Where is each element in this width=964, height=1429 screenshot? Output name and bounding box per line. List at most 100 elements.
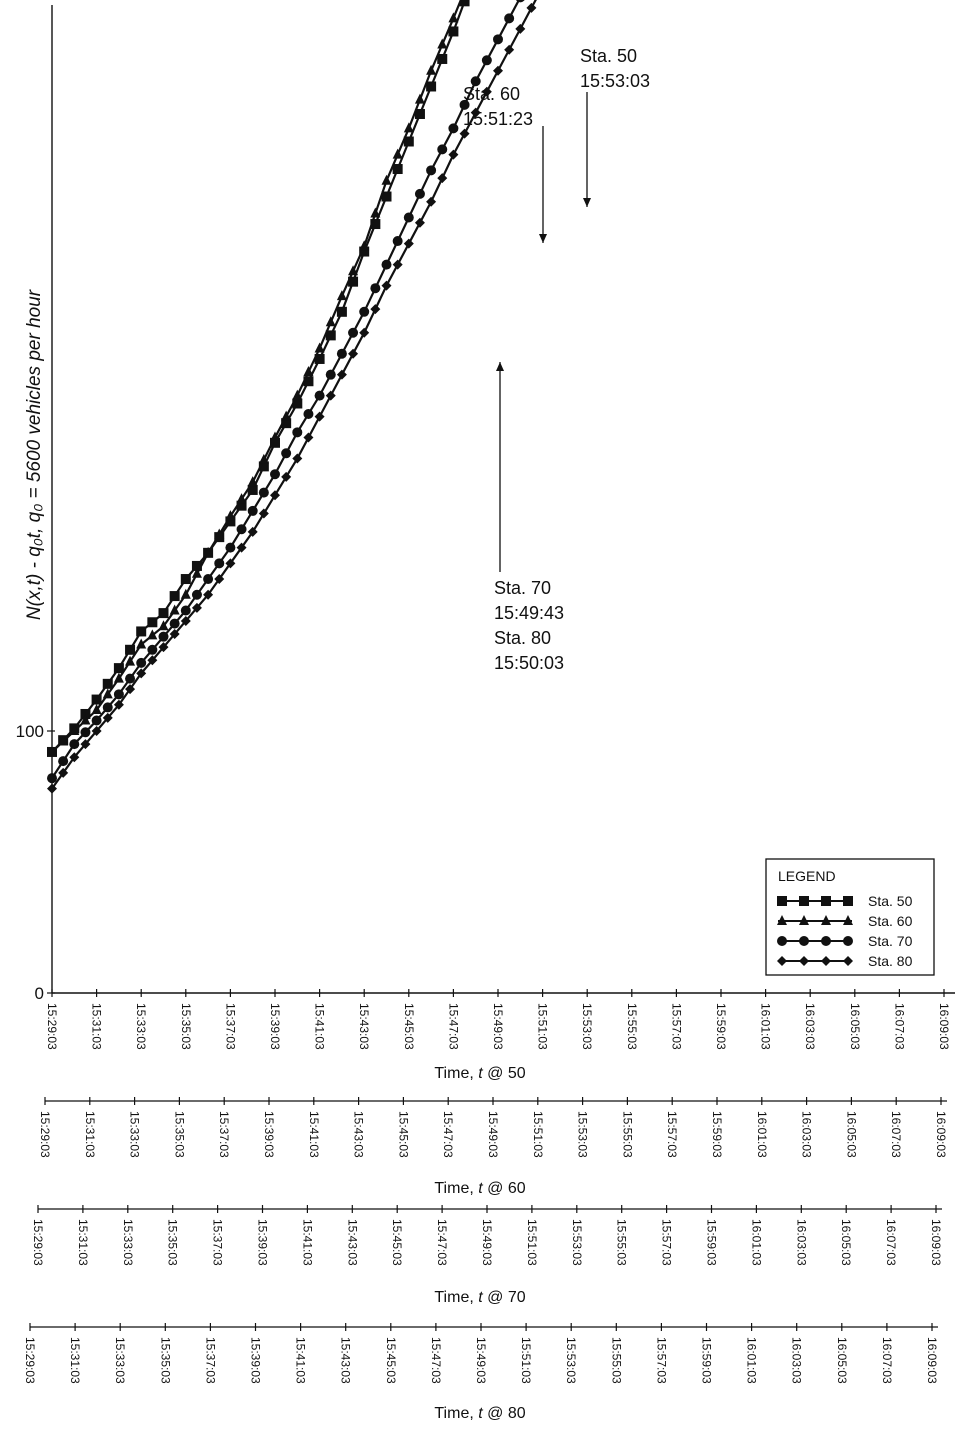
data-point-diamond: [403, 238, 414, 249]
data-point-square: [843, 896, 853, 906]
data-point-diamond: [292, 453, 303, 464]
axis-title-prefix: Time,: [434, 1065, 478, 1082]
data-point-square: [113, 663, 124, 674]
annotation-text: Sta. 50: [580, 46, 637, 66]
data-point-circle: [80, 727, 91, 738]
y-tick-label: 100: [16, 722, 44, 741]
time-axis-title: Time, t @ 60: [434, 1180, 525, 1197]
time-tick-label: 16:09:03: [937, 1003, 951, 1050]
time-tick-label: 15:41:03: [300, 1219, 314, 1266]
time-tick-label: 15:51:03: [519, 1337, 533, 1384]
time-axis-title: Time, t @ 70: [434, 1289, 525, 1306]
data-point-circle: [799, 936, 809, 946]
data-point-diamond: [102, 712, 113, 723]
data-point-circle: [147, 644, 158, 655]
data-point-square: [292, 398, 303, 409]
data-point-square: [125, 644, 136, 655]
time-axis-0: 15:29:03 15:31:03 15:33:03 15:35:03 15:37:03…: [45, 989, 951, 1082]
time-tick-label: 16:01:03: [755, 1111, 769, 1158]
time-tick-label: 15:33:03: [134, 1003, 148, 1050]
axis-title-suffix: @ 70: [483, 1289, 526, 1306]
time-axis-title: Time, t @ 50: [434, 1065, 525, 1082]
data-point-triangle: [214, 528, 225, 539]
data-point-diamond: [843, 956, 853, 966]
data-point-square: [777, 896, 787, 906]
time-axis-title: Time, t @ 80: [434, 1405, 525, 1422]
data-point-diamond: [169, 629, 180, 640]
time-axis-2: 15:29:03 15:31:03 15:33:03 15:35:03 15:37:03…: [31, 1205, 943, 1306]
data-point-square: [281, 418, 292, 429]
data-point-circle: [136, 657, 147, 668]
data-point-circle: [236, 524, 247, 535]
data-point-circle: [169, 618, 180, 629]
data-point-circle: [493, 34, 503, 45]
data-point-triangle: [414, 93, 425, 104]
data-point-triangle: [270, 431, 280, 442]
time-tick-label: 15:47:03: [429, 1337, 443, 1384]
time-tick-label: 16:07:03: [892, 1003, 906, 1050]
data-point-triangle: [821, 915, 831, 925]
data-point-circle: [381, 259, 392, 270]
time-tick-label: 16:05:03: [839, 1219, 853, 1266]
annotation-text: 15:50:03: [494, 653, 564, 673]
data-point-diamond: [91, 726, 102, 736]
annotation-text: 15:49:43: [494, 603, 564, 623]
data-point-square: [102, 678, 113, 689]
annotation-sta7080: Sta. 70 15:49:43 Sta. 80 15:50:03: [494, 362, 564, 673]
data-point-circle: [58, 756, 69, 767]
data-point-circle: [125, 673, 136, 684]
data-point-triangle: [58, 735, 69, 746]
time-tick-label: 16:03:03: [803, 1003, 817, 1050]
data-point-diamond: [281, 471, 292, 482]
time-tick-label: 16:01:03: [745, 1337, 759, 1384]
time-tick-label: 16:01:03: [749, 1219, 763, 1266]
data-point-diamond: [113, 699, 124, 710]
data-point-square: [303, 376, 314, 387]
data-point-diamond: [526, 2, 537, 13]
data-point-square: [270, 437, 280, 448]
data-point-circle: [843, 936, 853, 946]
data-point-triangle: [437, 38, 448, 49]
time-tick-label: 15:59:03: [705, 1219, 719, 1266]
time-tick-label: 15:41:03: [294, 1337, 308, 1384]
data-point-diamond: [504, 44, 515, 55]
data-point-triangle: [102, 688, 113, 699]
data-point-circle: [516, 0, 525, 3]
time-tick-label: 15:35:03: [172, 1111, 186, 1158]
data-point-triangle: [281, 410, 292, 421]
data-point-square: [325, 330, 336, 341]
data-point-triangle: [236, 493, 247, 504]
time-tick-label: 15:45:03: [384, 1337, 398, 1384]
time-tick-label: 15:45:03: [402, 1003, 416, 1050]
y-tick-label: 0: [35, 984, 44, 1003]
annotation-text: Sta. 80: [494, 628, 551, 648]
time-tick-label: 15:57:03: [660, 1219, 674, 1266]
data-point-square: [437, 53, 448, 64]
time-tick-label: 15:29:03: [23, 1337, 37, 1384]
data-point-square: [236, 500, 247, 511]
data-point-square: [426, 81, 437, 92]
data-point-circle: [821, 936, 831, 946]
time-tick-label: 15:59:03: [700, 1337, 714, 1384]
time-tick-label: 15:47:03: [446, 1003, 460, 1050]
time-tick-label: 16:09:03: [929, 1219, 943, 1266]
data-point-triangle: [292, 389, 303, 400]
data-point-diamond: [225, 558, 236, 569]
data-point-diamond: [203, 589, 214, 600]
data-point-diamond: [147, 655, 158, 666]
data-point-square: [348, 276, 359, 287]
time-tick-label: 15:43:03: [345, 1219, 359, 1266]
data-point-circle: [470, 76, 481, 87]
data-point-diamond: [414, 217, 425, 228]
data-point-circle: [777, 936, 787, 946]
data-point-triangle: [136, 638, 147, 649]
data-point-square: [136, 626, 147, 637]
time-tick-label: 15:31:03: [68, 1337, 82, 1384]
data-point-square: [91, 694, 102, 705]
axis-title-prefix: Time,: [434, 1180, 478, 1197]
data-point-square: [247, 484, 258, 495]
data-point-circle: [102, 702, 113, 713]
time-tick-label: 16:03:03: [800, 1111, 814, 1158]
time-tick-label: 16:05:03: [848, 1003, 862, 1050]
time-tick-label: 15:45:03: [396, 1111, 410, 1158]
